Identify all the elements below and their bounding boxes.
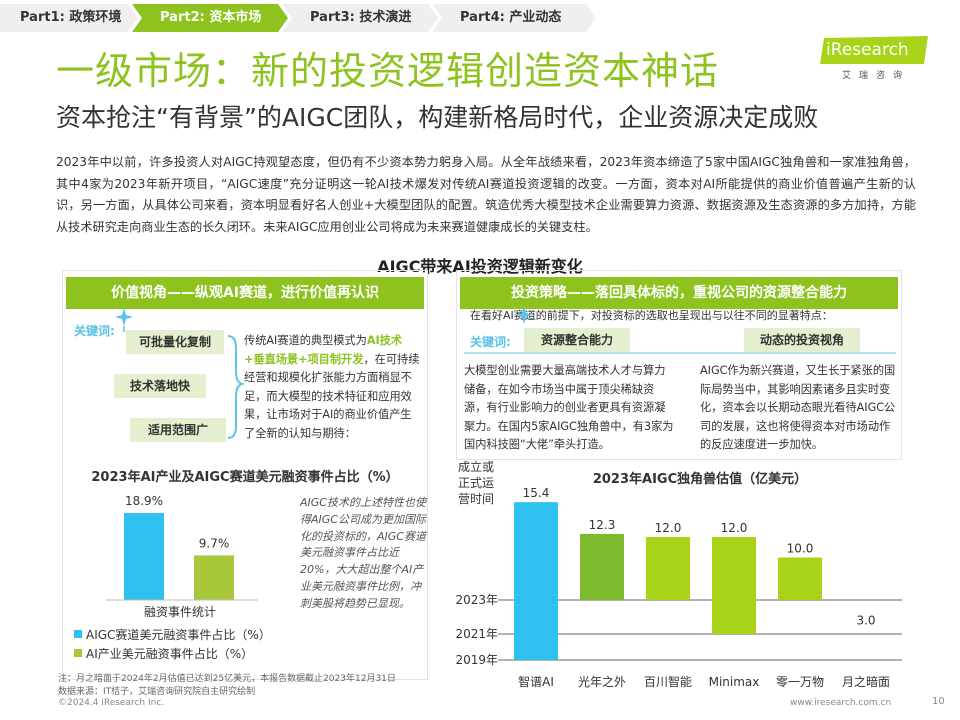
logo-shape	[820, 36, 928, 64]
left-bar-aigc	[124, 513, 164, 600]
footer-source: 数据来源：IT桔子，艾瑞咨询研究院自主研究绘制	[58, 687, 256, 697]
nav-tab-shape-2	[132, 4, 288, 32]
left-curly-brace	[227, 335, 246, 439]
right-bar-label-2: 12.0	[655, 521, 682, 535]
right-bar-1	[580, 533, 624, 600]
right-chart-title: 2023年AIGC独角兽估值（亿美元）	[592, 472, 808, 487]
right-panel-frame	[456, 270, 902, 460]
right-bar-2	[646, 537, 690, 600]
right-bar-label-0: 15.4	[523, 488, 550, 500]
right-y-tick-1: 2021年	[455, 627, 498, 641]
right-chart-ylabel: 成立或正式运营时间	[458, 460, 495, 506]
legend-label-ai: AI产业美元融资事件占比（%）	[86, 647, 254, 661]
left-desc-highlight: AI技术+垂直场景+项目制开发	[244, 334, 403, 366]
left-banner: 价值视角——纵观AI赛道，进行价值再认识	[66, 277, 424, 309]
right-x-tick-0: 智谱AI	[518, 674, 554, 689]
right-lead-text: 在看好AI赛道的前提下，对投资标的选取也呈现出与以往不同的显著特点：	[470, 309, 833, 322]
nav-tab-part4[interactable]: Part4: 产业动态	[460, 10, 562, 25]
page-title: 一级市场：新的投资逻辑创造资本神话	[56, 49, 720, 93]
nav-tab-shape-1	[0, 4, 138, 32]
right-bar-label-3: 12.0	[721, 521, 748, 535]
left-keyword-label: 关键词:	[74, 324, 115, 338]
left-italic-note: AIGC技术的上述特性也使得AIGC公司成为更加国际化的投资标的，AIGC赛道美…	[300, 496, 426, 610]
nav-tab-part1[interactable]: Part1: 政策环境	[20, 10, 122, 25]
keyword-batch-replicable: 可批量化复制	[126, 330, 224, 354]
section-title: AIGC带来AI投资逻辑新变化	[377, 257, 583, 276]
left-desc-post: ，在可持续经营和规模化扩张能力方面稍显不足，而大模型的技术特征和应用效果，让市场…	[244, 352, 420, 440]
legend-swatch-aigc	[74, 630, 82, 638]
left-desc-pre: 传统AI赛道的典型模式为	[244, 334, 367, 347]
right-x-tick-3: Minimax	[709, 675, 760, 689]
copyright: ©2024.4 iResearch Inc.	[58, 698, 165, 708]
right-bar-0	[514, 502, 558, 660]
right-x-tick-5: 月之暗面	[842, 674, 890, 689]
nav-tab-part3[interactable]: Part3: 技术演进	[310, 10, 412, 25]
right-y-tick-0: 2023年	[455, 593, 498, 607]
right-y-tick-2: 2019年	[455, 653, 498, 667]
iresearch-logo: iResearch 艾瑞咨询	[820, 36, 930, 86]
left-star-icon	[115, 308, 133, 326]
top-nav: Part1: 政策环境 Part2: 资本市场 Part3: 技术演进 Part…	[0, 0, 600, 36]
page-number: 10	[932, 696, 945, 707]
right-bar-label-4: 10.0	[787, 542, 814, 556]
left-bar-label-ai: 9.7%	[199, 536, 230, 550]
left-description: 传统AI赛道的典型模式为AI技术+垂直场景+项目制开发，在可持续经营和规模化扩张…	[244, 332, 422, 444]
intro-paragraph: 2023年中以前，许多投资人对AIGC持观望态度，但仍有不少资本势力躬身入局。从…	[56, 155, 916, 234]
right-bar-3	[712, 537, 756, 634]
left-bar-label-aigc: 18.9%	[125, 494, 163, 508]
left-bar-chart: 18.9% 9.7% 融资事件统计	[106, 494, 258, 619]
legend-ai: AI产业美元融资事件占比（%）	[74, 645, 253, 662]
right-bar-4	[778, 557, 822, 600]
logo-text: iResearch	[826, 40, 909, 60]
right-bar-chart: 2023年 2021年 2019年 15.4 智谱AI 12.3 光年之外 12.0 百川智能 1…	[455, 488, 902, 689]
keyword-dynamic-view: 动态的投资视角	[744, 328, 860, 352]
left-panel-frame	[62, 270, 428, 680]
legend-swatch-ai	[74, 649, 82, 657]
footer-note: 注：月之暗面于2024年2月估值已达到25亿美元，本报告数据截止2023年12月…	[58, 674, 396, 684]
right-desc-dynamic: AIGC作为新兴赛道，又生长于紧张的国际局势当中，其影响因素诸多且实时变化，资本…	[700, 364, 896, 452]
right-bar-label-1: 12.3	[589, 518, 616, 532]
right-x-tick-2: 百川智能	[644, 674, 692, 689]
website-link[interactable]: www.iresearch.com.cn	[790, 698, 892, 708]
right-bar-label-5: 3.0	[856, 613, 875, 627]
legend-label-aigc: AIGC赛道美元融资事件占比（%）	[86, 628, 271, 642]
logo-subtext: 艾瑞咨询	[842, 71, 911, 81]
right-keyword-label: 关键词:	[470, 335, 511, 349]
nav-tab-shape-4	[432, 4, 596, 32]
page-subtitle: 资本抢注“有背景”的AIGC团队，构建新格局时代，企业资源决定成败	[56, 103, 819, 132]
right-star-icon	[515, 306, 533, 324]
right-desc-resource: 大模型创业需要大量高端技术人才与算力储备，在如今市场当中属于顶尖稀缺资源，有行业…	[464, 364, 674, 452]
keyword-fast-landing: 技术落地快	[114, 374, 206, 398]
left-chart-title: 2023年AI产业及AIGC赛道美元融资事件占比（%）	[91, 470, 399, 485]
right-x-tick-1: 光年之外	[578, 675, 626, 689]
right-x-tick-4: 零一万物	[776, 675, 824, 689]
nav-tab-shape-3	[282, 4, 438, 32]
left-bar-ai	[194, 555, 234, 600]
keyword-resource-integration: 资源整合能力	[524, 328, 630, 352]
nav-background	[0, 4, 596, 32]
nav-tab-part2[interactable]: Part2: 资本市场	[160, 10, 262, 25]
left-x-label: 融资事件统计	[144, 605, 216, 619]
right-banner: 投资策略——落回具体标的，重视公司的资源整合能力	[460, 277, 898, 309]
legend-aigc: AIGC赛道美元融资事件占比（%）	[74, 626, 271, 643]
keyword-wide-range: 适用范围广	[130, 418, 226, 442]
